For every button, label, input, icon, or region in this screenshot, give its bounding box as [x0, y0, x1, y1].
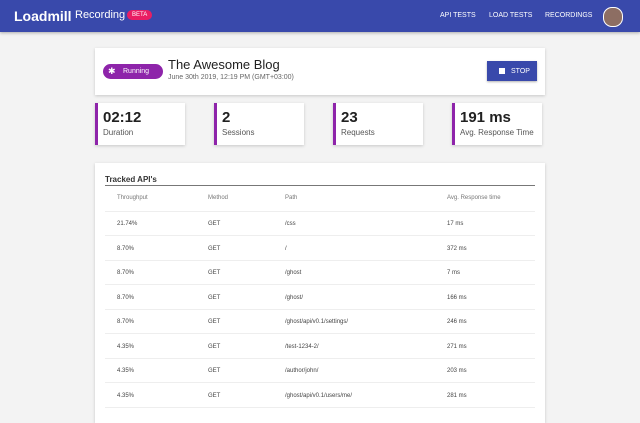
- table-cell: 166 ms: [447, 294, 467, 301]
- status-text: Running: [123, 68, 150, 75]
- table-cell: /test-1234-2/: [285, 343, 319, 350]
- table-cell: /ghost/: [285, 294, 304, 301]
- table-cell: GET: [208, 270, 221, 276]
- row-divider: [105, 357, 535, 359]
- stat-card: 191 ms Avg. Response Time: [452, 103, 542, 145]
- stat-card: 02:12 Duration: [95, 103, 185, 145]
- table-cell: 203 ms: [447, 368, 467, 374]
- recording-card: ✱ Running The Awesome Blog June 30th 201…: [95, 48, 545, 95]
- table-cell: GET: [208, 221, 221, 227]
- status-pill: ✱ Running: [103, 64, 163, 79]
- table-cell: 8.70%: [117, 319, 135, 325]
- stat-label: Requests: [341, 128, 375, 137]
- column-header: Method: [208, 195, 229, 201]
- table-cell: 8.70%: [117, 245, 135, 252]
- stat-value: 23: [341, 109, 358, 126]
- stop-icon: [499, 68, 505, 74]
- recording-title: The Awesome Blog: [168, 57, 280, 72]
- stop-button[interactable]: STOP: [487, 61, 537, 81]
- table-card: Tracked API's: [95, 163, 545, 423]
- table-cell: /css: [285, 221, 296, 227]
- table-cell: GET: [208, 319, 221, 325]
- column-header: Path: [285, 195, 298, 201]
- table-cell: GET: [208, 392, 221, 399]
- row-divider: [105, 382, 535, 383]
- stat-label: Sessions: [222, 128, 255, 137]
- logo[interactable]: Loadmill: [14, 8, 72, 24]
- stat-value: 2: [222, 109, 231, 126]
- table-cell: /ghost: [285, 270, 302, 276]
- row-divider: [105, 308, 535, 310]
- table-cell: 8.70%: [117, 270, 135, 276]
- recording-date: June 30th 2019, 12:19 PM (GMT+03:00): [168, 74, 294, 81]
- row-divider: [105, 406, 535, 408]
- avatar[interactable]: [603, 7, 623, 27]
- table-cell: 4.35%: [117, 392, 135, 399]
- nav-link[interactable]: API TESTS: [440, 12, 476, 19]
- stat-card: 2 Sessions: [214, 103, 304, 145]
- header: Loadmill Recording BETA API TESTS LOAD T…: [0, 0, 640, 32]
- row-divider: [105, 211, 535, 212]
- table-cell: /: [285, 245, 287, 252]
- table-cell: 21.74%: [117, 221, 138, 227]
- row-divider: [105, 235, 535, 236]
- table-cell: 7 ms: [447, 270, 461, 276]
- table-cell: 271 ms: [447, 343, 467, 350]
- table-cell: GET: [208, 294, 221, 301]
- row-divider: [105, 284, 535, 285]
- status-icon: ✱: [108, 66, 116, 76]
- table-cell: 4.35%: [117, 368, 135, 374]
- table-cell: 246 ms: [447, 319, 467, 325]
- column-header: Avg. Response time: [447, 195, 501, 201]
- table-cell: GET: [208, 343, 221, 350]
- table-title: Tracked API's: [105, 175, 157, 184]
- table-cell: 372 ms: [447, 245, 467, 252]
- table-cell: 4.35%: [117, 343, 135, 350]
- table-cell: /author/john/: [285, 368, 319, 374]
- beta-badge: BETA: [127, 10, 153, 20]
- table-cell: /ghost/api/v0.1/settings/: [285, 319, 349, 325]
- title-rule: [105, 185, 535, 186]
- column-header: Throughput: [117, 195, 148, 201]
- table-cell: GET: [208, 368, 221, 374]
- row-divider: [105, 259, 535, 261]
- table-cell: 281 ms: [447, 392, 467, 399]
- table-cell: /ghost/api/v0.1/users/me/: [285, 392, 353, 399]
- row-divider: [105, 333, 535, 334]
- stop-label: STOP: [511, 68, 530, 75]
- table-cell: 8.70%: [117, 294, 135, 301]
- table-cell: GET: [208, 245, 221, 252]
- nav-link[interactable]: RECORDINGS: [545, 12, 593, 19]
- stat-label: Duration: [103, 128, 134, 137]
- stat-card: 23 Requests: [333, 103, 423, 145]
- table-cell: 17 ms: [447, 221, 464, 227]
- stat-value: 191 ms: [460, 109, 511, 126]
- section-title: Recording: [75, 9, 126, 21]
- stat-value: 02:12: [103, 109, 142, 126]
- stat-label: Avg. Response Time: [460, 128, 534, 137]
- nav-link[interactable]: LOAD TESTS: [489, 12, 533, 19]
